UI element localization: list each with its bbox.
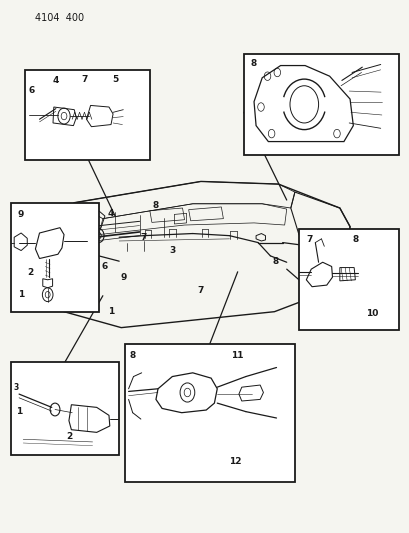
- Text: 8: 8: [272, 257, 278, 265]
- Text: 11: 11: [231, 351, 243, 360]
- Text: 8: 8: [351, 236, 357, 245]
- Text: 4104  400: 4104 400: [35, 13, 84, 23]
- Text: 7: 7: [197, 286, 204, 295]
- Text: 5: 5: [112, 75, 118, 84]
- Text: 6: 6: [101, 262, 108, 271]
- Text: 8: 8: [129, 351, 135, 360]
- Bar: [243, 54, 398, 155]
- Text: 2: 2: [27, 269, 34, 277]
- Text: 8: 8: [250, 59, 256, 68]
- Text: 1: 1: [16, 407, 22, 416]
- Text: 12: 12: [228, 457, 240, 466]
- Text: 3: 3: [169, 246, 175, 255]
- Text: 8: 8: [153, 201, 159, 210]
- Text: 6: 6: [28, 85, 34, 94]
- Text: 1: 1: [18, 289, 24, 298]
- Text: 4: 4: [108, 209, 114, 218]
- Text: 3: 3: [13, 383, 18, 392]
- Text: 7: 7: [140, 233, 146, 242]
- Bar: [298, 229, 398, 330]
- Text: 9: 9: [120, 273, 126, 281]
- Bar: [11, 203, 99, 312]
- Bar: [125, 344, 294, 482]
- Bar: [11, 362, 119, 455]
- Text: 9: 9: [18, 210, 24, 219]
- Text: 4: 4: [52, 76, 59, 85]
- Text: 1: 1: [108, 307, 114, 316]
- Text: 7: 7: [305, 236, 312, 245]
- Bar: [25, 70, 149, 160]
- Text: 2: 2: [66, 432, 72, 441]
- Text: 10: 10: [366, 309, 378, 318]
- Text: 7: 7: [81, 75, 88, 84]
